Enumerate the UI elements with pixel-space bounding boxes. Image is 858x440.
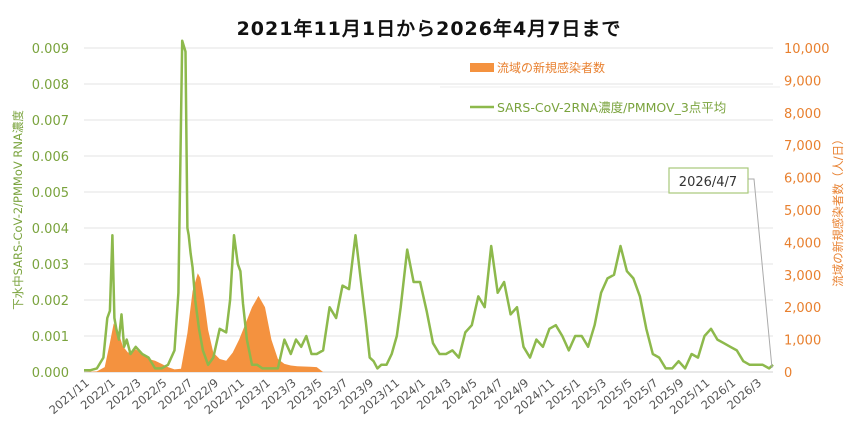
rna-line-series: [84, 39, 774, 372]
y-axis-left-label: 下水中SARS-CoV-2/PMMoV RNA濃度: [11, 110, 25, 310]
y-tick-left: 0.007: [32, 114, 69, 129]
y-tick-right: 4,000: [784, 236, 821, 251]
y-tick-right: 10,000: [784, 42, 830, 57]
x-axis-ticks: 2021/112022/12022/32022/52022/72022/9202…: [46, 376, 764, 417]
y-tick-right: 8,000: [784, 107, 821, 122]
y-tick-left: 0.000: [32, 366, 69, 381]
y-tick-left: 0.001: [32, 330, 69, 345]
y-tick-right: 2,000: [784, 301, 821, 316]
y-tick-right: 1,000: [784, 334, 821, 349]
y-axis-left-ticks: 0.009 0.008 0.007 0.006 0.005 0.004 0.003 0.002…: [32, 42, 69, 381]
legend-label-rna: SARS-CoV-2RNA濃度/PMMOV_3点平均: [497, 100, 726, 115]
y-tick-left: 0.005: [32, 186, 69, 201]
y-axis-right-ticks: 10,000 9,000 8,000 7,000 6,000 5,000 4,000 3,00…: [784, 42, 830, 381]
y-tick-right: 0: [784, 366, 792, 381]
callout-leader-line: [748, 178, 773, 369]
y-tick-right: 5,000: [784, 204, 821, 219]
y-tick-left: 0.006: [32, 150, 69, 165]
date-callout: 2026/4/7: [668, 167, 773, 369]
legend-swatch-cases: [470, 63, 494, 72]
y-tick-left: 0.002: [32, 294, 69, 309]
chart-title: 2021年11月1日から2026年4月7日まで: [236, 18, 622, 40]
y-tick-left: 0.003: [32, 258, 69, 273]
y-tick-right: 9,000: [784, 74, 821, 89]
y-tick-left: 0.009: [32, 42, 69, 57]
cases-area-series: [84, 273, 324, 372]
legend-label-cases: 流域の新規感染者数: [497, 60, 605, 75]
y-tick-right: 6,000: [784, 172, 821, 187]
legend: 流域の新規感染者数 SARS-CoV-2RNA濃度/PMMOV_3点平均: [440, 60, 780, 115]
y-axis-right-label: 流域の新規感染者数（人/日）: [831, 133, 845, 286]
y-tick-right: 7,000: [784, 139, 821, 154]
callout-box: [668, 167, 749, 194]
y-tick-right: 3,000: [784, 269, 821, 284]
callout-label: 2026/4/7: [679, 175, 737, 190]
y-tick-left: 0.008: [32, 78, 69, 93]
y-tick-left: 0.004: [32, 222, 69, 237]
